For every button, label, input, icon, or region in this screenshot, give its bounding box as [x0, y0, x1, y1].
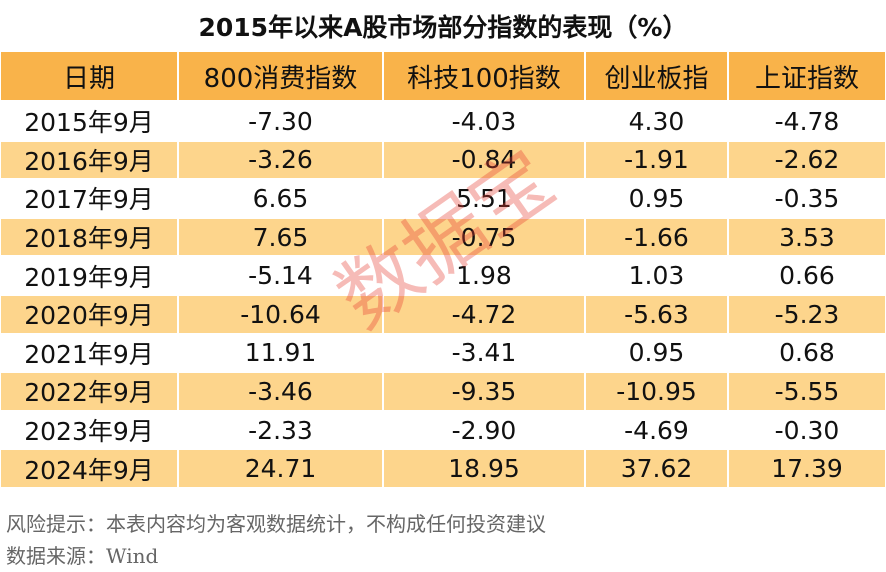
table-cell: -1.66 [586, 218, 727, 256]
table-cell: -3.41 [451, 338, 517, 368]
table-cell: 18.95 [384, 450, 584, 487]
table-cell: 2015年9月 [24, 108, 154, 138]
table-cell: -4.78 [774, 106, 840, 136]
table-cell: -5.63 [586, 296, 727, 333]
table-cell: 1.98 [456, 261, 512, 291]
table-cell: -4.72 [384, 296, 584, 333]
table-cell: 37.62 [586, 450, 727, 487]
table-cell: 11.91 [244, 338, 317, 368]
table-cell: -2.33 [248, 415, 313, 445]
table-cell: -3.46 [179, 373, 382, 410]
table-cell: -5.23 [729, 296, 885, 333]
header-cell: 日期 [1, 52, 177, 100]
table-cell: -0.30 [774, 415, 840, 445]
table-cell: 0.95 [628, 338, 685, 368]
risk-note: 风险提示：本表内容均为客观数据统计，不构成任何投资建议 [6, 512, 546, 536]
table-cell: -10.64 [179, 296, 382, 333]
table-cell: 7.65 [179, 218, 382, 256]
table-cell: 2023年9月 [24, 417, 154, 447]
table-cell: -4.03 [451, 106, 517, 136]
source-note: 数据来源：Wind [6, 544, 159, 568]
table-cell: -1.91 [586, 141, 727, 179]
table-cell: -10.95 [586, 373, 727, 410]
header-cell: 上证指数 [729, 52, 885, 100]
table-cell: -0.35 [774, 183, 840, 213]
table-cell: -2.90 [451, 415, 517, 445]
table-cell: 2017年9月 [24, 185, 154, 215]
table-cell: -0.75 [384, 218, 584, 256]
table-cell: 24.71 [179, 450, 382, 487]
table-cell: -2.62 [729, 141, 885, 179]
header-cell: 科技100指数 [384, 52, 584, 100]
table-cell: 6.65 [252, 183, 309, 213]
table-cell: 2016年9月 [1, 141, 177, 179]
table-cell: 0.66 [779, 261, 835, 291]
header-cell: 创业板指 [586, 52, 727, 100]
table-cell: 3.53 [729, 218, 885, 256]
table-cell: -5.14 [248, 261, 313, 291]
header-cell: 800消费指数 [179, 52, 382, 100]
table-cell: -9.35 [384, 373, 584, 410]
table-cell: -4.69 [624, 415, 689, 445]
table-cell: 5.51 [456, 183, 512, 213]
table-cell: 0.68 [779, 338, 835, 368]
table-cell: 0.95 [628, 183, 685, 213]
table-cell: 1.03 [628, 261, 685, 291]
table-cell: 2022年9月 [1, 373, 177, 410]
table-cell: 2021年9月 [24, 339, 154, 369]
table-cell: -5.55 [729, 373, 885, 410]
table-cell: -7.30 [248, 106, 313, 136]
table-cell: 2024年9月 [1, 450, 177, 487]
table-cell: -3.26 [179, 141, 382, 179]
table-cell: 17.39 [729, 450, 885, 487]
table-cell: 2018年9月 [1, 218, 177, 256]
table-cell: 2019年9月 [24, 262, 154, 292]
table-cell: -0.84 [384, 141, 584, 179]
table-cell: 2020年9月 [1, 296, 177, 333]
table-cell: 4.30 [628, 106, 685, 136]
table-title: 2015年以来A股市场部分指数的表现（%） [198, 13, 688, 42]
